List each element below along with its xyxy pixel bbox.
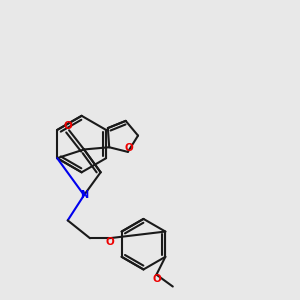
Text: N: N xyxy=(80,190,88,200)
Text: O: O xyxy=(124,143,133,153)
Text: O: O xyxy=(63,121,72,131)
Text: O: O xyxy=(152,274,161,284)
Text: O: O xyxy=(106,237,114,247)
